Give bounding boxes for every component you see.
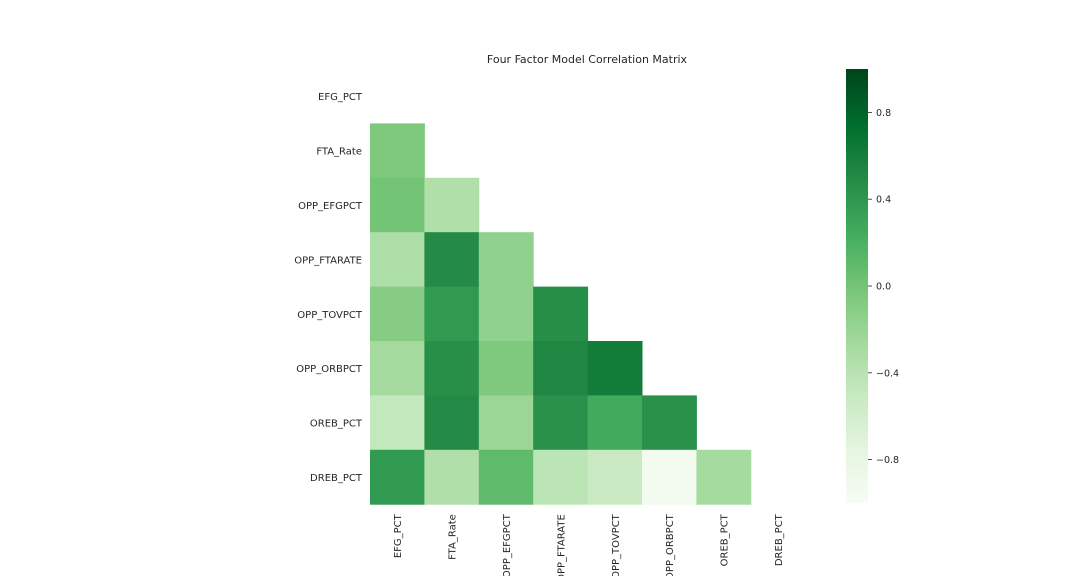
heatmap-cell-dreb_pct-opp_orbpct: [642, 449, 697, 505]
x-tick-label: OPP_EFGPCT: [502, 513, 513, 576]
x-axis-tick-labels: EFG_PCT FTA_Rate OPP_EFGPCT OPP_FTARATE OPP_…: [393, 513, 785, 576]
heatmap-cell-opp_tovpct-opp_efgpct: [478, 286, 534, 342]
colorbar-tick-label: 0.0: [876, 282, 891, 293]
chart-title: Four Factor Model Correlation Matrix: [487, 53, 688, 66]
heatmap-cell-oreb_pct-fta_rate: [424, 395, 480, 451]
colorbar-tick-label: 0.4: [876, 195, 891, 206]
x-tick-label: OPP_TOVPCT: [611, 513, 622, 576]
heatmap-cell-opp_tovpct-efg_pct: [370, 286, 425, 342]
heatmap-cell-opp_ftarate-fta_rate: [424, 232, 480, 288]
y-tick-label: OPP_EFGPCT: [298, 201, 363, 212]
heatmap-cell-opp_orbpct-efg_pct: [370, 341, 425, 396]
x-tick-label: OPP_ORBPCT: [665, 513, 676, 576]
heatmap-cell-oreb_pct-opp_efgpct: [478, 395, 534, 451]
heatmap-cell-opp_tovpct-fta_rate: [424, 286, 480, 342]
heatmap-cell-oreb_pct-opp_ftarate: [533, 395, 589, 451]
colorbar-ticks: 0.8 0.4 0.0 −0.4 −0.8: [868, 108, 899, 466]
heatmap-cell-opp_orbpct-fta_rate: [424, 341, 480, 396]
heatmap-cell-fta_rate-efg_pct: [370, 123, 425, 179]
heatmap-cells: [370, 123, 752, 505]
x-tick-label: OPP_FTARATE: [556, 514, 567, 576]
heatmap-cell-dreb_pct-opp_ftarate: [533, 449, 589, 505]
y-tick-label: FTA_Rate: [316, 147, 362, 158]
colorbar-tick-label: −0.8: [876, 455, 899, 466]
y-tick-label: DREB_PCT: [310, 473, 363, 484]
colorbar-tick-label: 0.8: [876, 108, 891, 119]
y-tick-label: OPP_FTARATE: [294, 255, 362, 266]
x-tick-label: OREB_PCT: [720, 513, 731, 566]
x-tick-label: DREB_PCT: [774, 513, 785, 566]
heatmap-cell-opp_orbpct-opp_tovpct: [587, 341, 643, 396]
y-tick-label: EFG_PCT: [318, 92, 363, 103]
heatmap-cell-dreb_pct-fta_rate: [424, 449, 480, 505]
heatmap-cell-oreb_pct-opp_orbpct: [642, 395, 697, 451]
y-axis-tick-labels: EFG_PCT FTA_Rate OPP_EFGPCT OPP_FTARATE OPP_…: [294, 92, 363, 484]
heatmap-cell-dreb_pct-oreb_pct: [696, 449, 752, 505]
heatmap-cell-opp_efgpct-fta_rate: [424, 177, 480, 233]
heatmap-cell-dreb_pct-efg_pct: [370, 449, 425, 505]
y-tick-label: OPP_TOVPCT: [297, 310, 363, 321]
heatmap-cell-opp_orbpct-opp_efgpct: [478, 341, 534, 396]
heatmap-cell-opp_ftarate-opp_efgpct: [478, 232, 534, 288]
heatmap-cell-dreb_pct-opp_tovpct: [587, 449, 643, 505]
y-tick-label: OREB_PCT: [310, 419, 363, 430]
heatmap-cell-oreb_pct-efg_pct: [370, 395, 425, 451]
y-tick-label: OPP_ORBPCT: [296, 364, 363, 375]
x-tick-label: EFG_PCT: [393, 513, 404, 558]
heatmap-cell-opp_efgpct-efg_pct: [370, 177, 425, 233]
heatmap-cell-opp_ftarate-efg_pct: [370, 232, 425, 288]
heatmap-cell-opp_orbpct-opp_ftarate: [533, 341, 589, 396]
heatmap-cell-opp_tovpct-opp_ftarate: [533, 286, 589, 342]
heatmap-cell-dreb_pct-opp_efgpct: [478, 449, 534, 505]
x-tick-label: FTA_Rate: [448, 514, 459, 560]
colorbar: [846, 69, 868, 503]
heatmap-cell-oreb_pct-opp_tovpct: [587, 395, 643, 451]
colorbar-tick-label: −0.4: [876, 368, 899, 379]
